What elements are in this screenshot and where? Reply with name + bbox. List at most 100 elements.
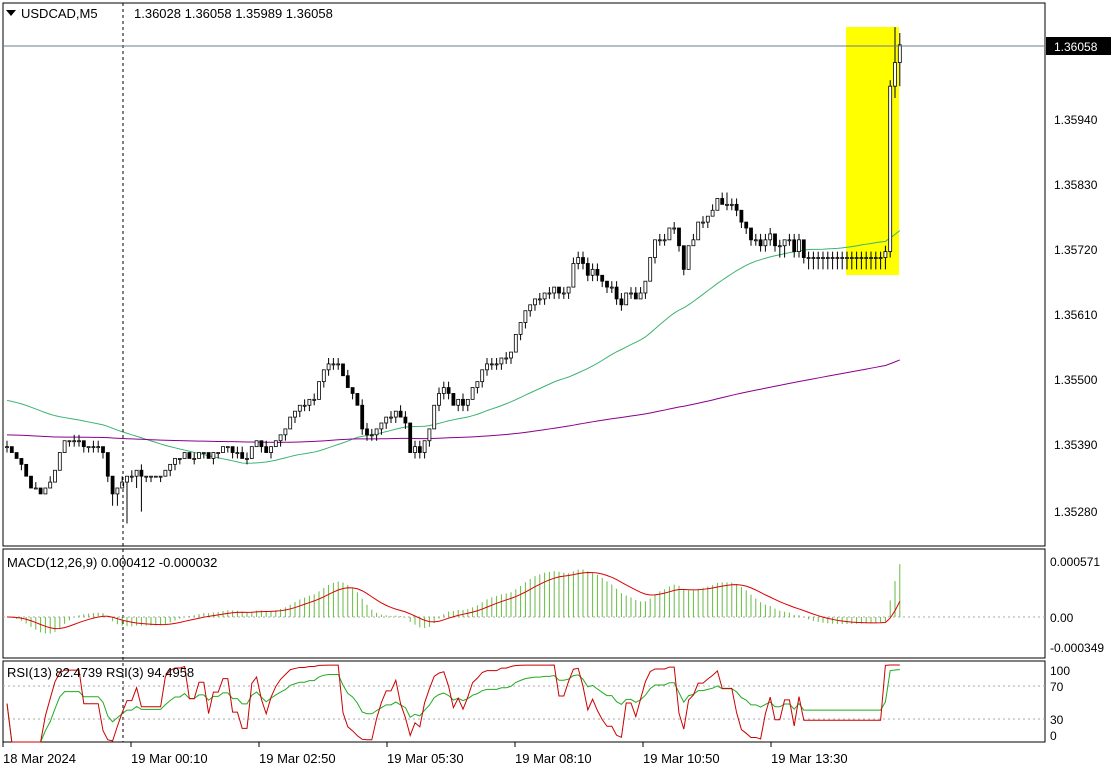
candle-body (816, 257, 821, 259)
candle (629, 287, 633, 299)
candle (883, 245, 888, 270)
candle (417, 440, 422, 459)
candle (9, 446, 14, 453)
candle-body (893, 62, 897, 87)
candle-body (672, 227, 677, 230)
moving-averages (6, 230, 901, 464)
candle-body (81, 440, 86, 448)
candle-body (96, 446, 101, 449)
candle (662, 233, 667, 246)
candle-body (720, 198, 725, 205)
candle (653, 239, 657, 264)
candle (494, 358, 499, 370)
rsi13-line (6, 669, 900, 743)
price-tick-5: 1.35500 (1054, 373, 1098, 387)
candle (489, 358, 494, 370)
candle (105, 452, 110, 483)
candle-body (14, 452, 19, 459)
candle (590, 263, 595, 282)
candle (269, 446, 273, 459)
candle (729, 198, 734, 211)
current-price-tag (1046, 37, 1111, 55)
candle (168, 463, 173, 477)
candle (869, 251, 873, 270)
rsi-pane[interactable] (2, 660, 1046, 743)
candle-body (777, 245, 782, 248)
candle-body (437, 393, 441, 406)
candle-body (43, 487, 48, 495)
candle-body (552, 286, 557, 294)
candle-body (360, 404, 365, 430)
candle-body (773, 233, 777, 247)
candle-body (77, 440, 81, 443)
candle-body (533, 298, 537, 306)
time-tick-5: 19 Mar 10:50 (643, 751, 720, 766)
candle (542, 292, 547, 305)
candle (576, 251, 581, 270)
candle-body (528, 304, 533, 312)
candle (139, 464, 144, 512)
candle (499, 357, 504, 370)
candle (158, 475, 163, 483)
candle (72, 434, 77, 447)
candle (825, 251, 830, 270)
candle (667, 227, 672, 241)
candle-body (821, 257, 825, 259)
candle (115, 487, 120, 506)
candle-body (153, 475, 158, 478)
candle (681, 245, 686, 276)
macd-pane[interactable] (2, 548, 1046, 659)
candle (648, 257, 653, 282)
candle (806, 251, 811, 270)
candle (317, 381, 321, 400)
candle-body (465, 398, 470, 406)
candle (773, 233, 777, 252)
candle-body (182, 452, 187, 459)
price-tick-6: 1.35390 (1054, 438, 1098, 452)
candle (350, 387, 355, 400)
candle-body (269, 446, 273, 453)
candle-body (542, 292, 547, 300)
candle (197, 452, 201, 459)
price-tick-7: 1.35280 (1054, 505, 1098, 519)
macd-tick-zero: 0.00 (1050, 611, 1074, 625)
candle (437, 387, 441, 412)
macd-tick-min: -0.000349 (1050, 641, 1104, 655)
candle-body (691, 239, 696, 247)
candle-body (629, 292, 633, 295)
candle (619, 293, 624, 311)
candle-body (345, 375, 350, 388)
collapse-triangle-icon[interactable] (6, 10, 16, 16)
candle (43, 487, 48, 495)
candle-body (67, 440, 72, 443)
candle-body (259, 440, 264, 448)
candle (235, 446, 240, 459)
candle (201, 452, 206, 459)
candle (638, 287, 643, 300)
candle-body (811, 257, 816, 259)
candle-body (293, 410, 297, 418)
candle (288, 416, 293, 430)
candle-body (696, 221, 701, 241)
candle (29, 475, 33, 489)
candle-body (57, 452, 62, 471)
candle (221, 446, 225, 453)
candle-body (739, 209, 744, 223)
candle-body (576, 257, 581, 264)
candle-body (408, 422, 413, 453)
candle-body (883, 251, 888, 258)
candle-body (432, 404, 437, 430)
candle-body (475, 381, 480, 388)
candle (307, 398, 312, 412)
candle (845, 251, 849, 270)
candle (557, 286, 561, 299)
candle-body (249, 446, 254, 459)
candle-body (571, 263, 576, 288)
candle-body (710, 209, 715, 217)
candle-body (830, 257, 835, 259)
candle (893, 27, 897, 98)
rsi-tick-30: 30 (1050, 713, 1064, 727)
candle (686, 245, 691, 270)
candle (571, 257, 576, 288)
